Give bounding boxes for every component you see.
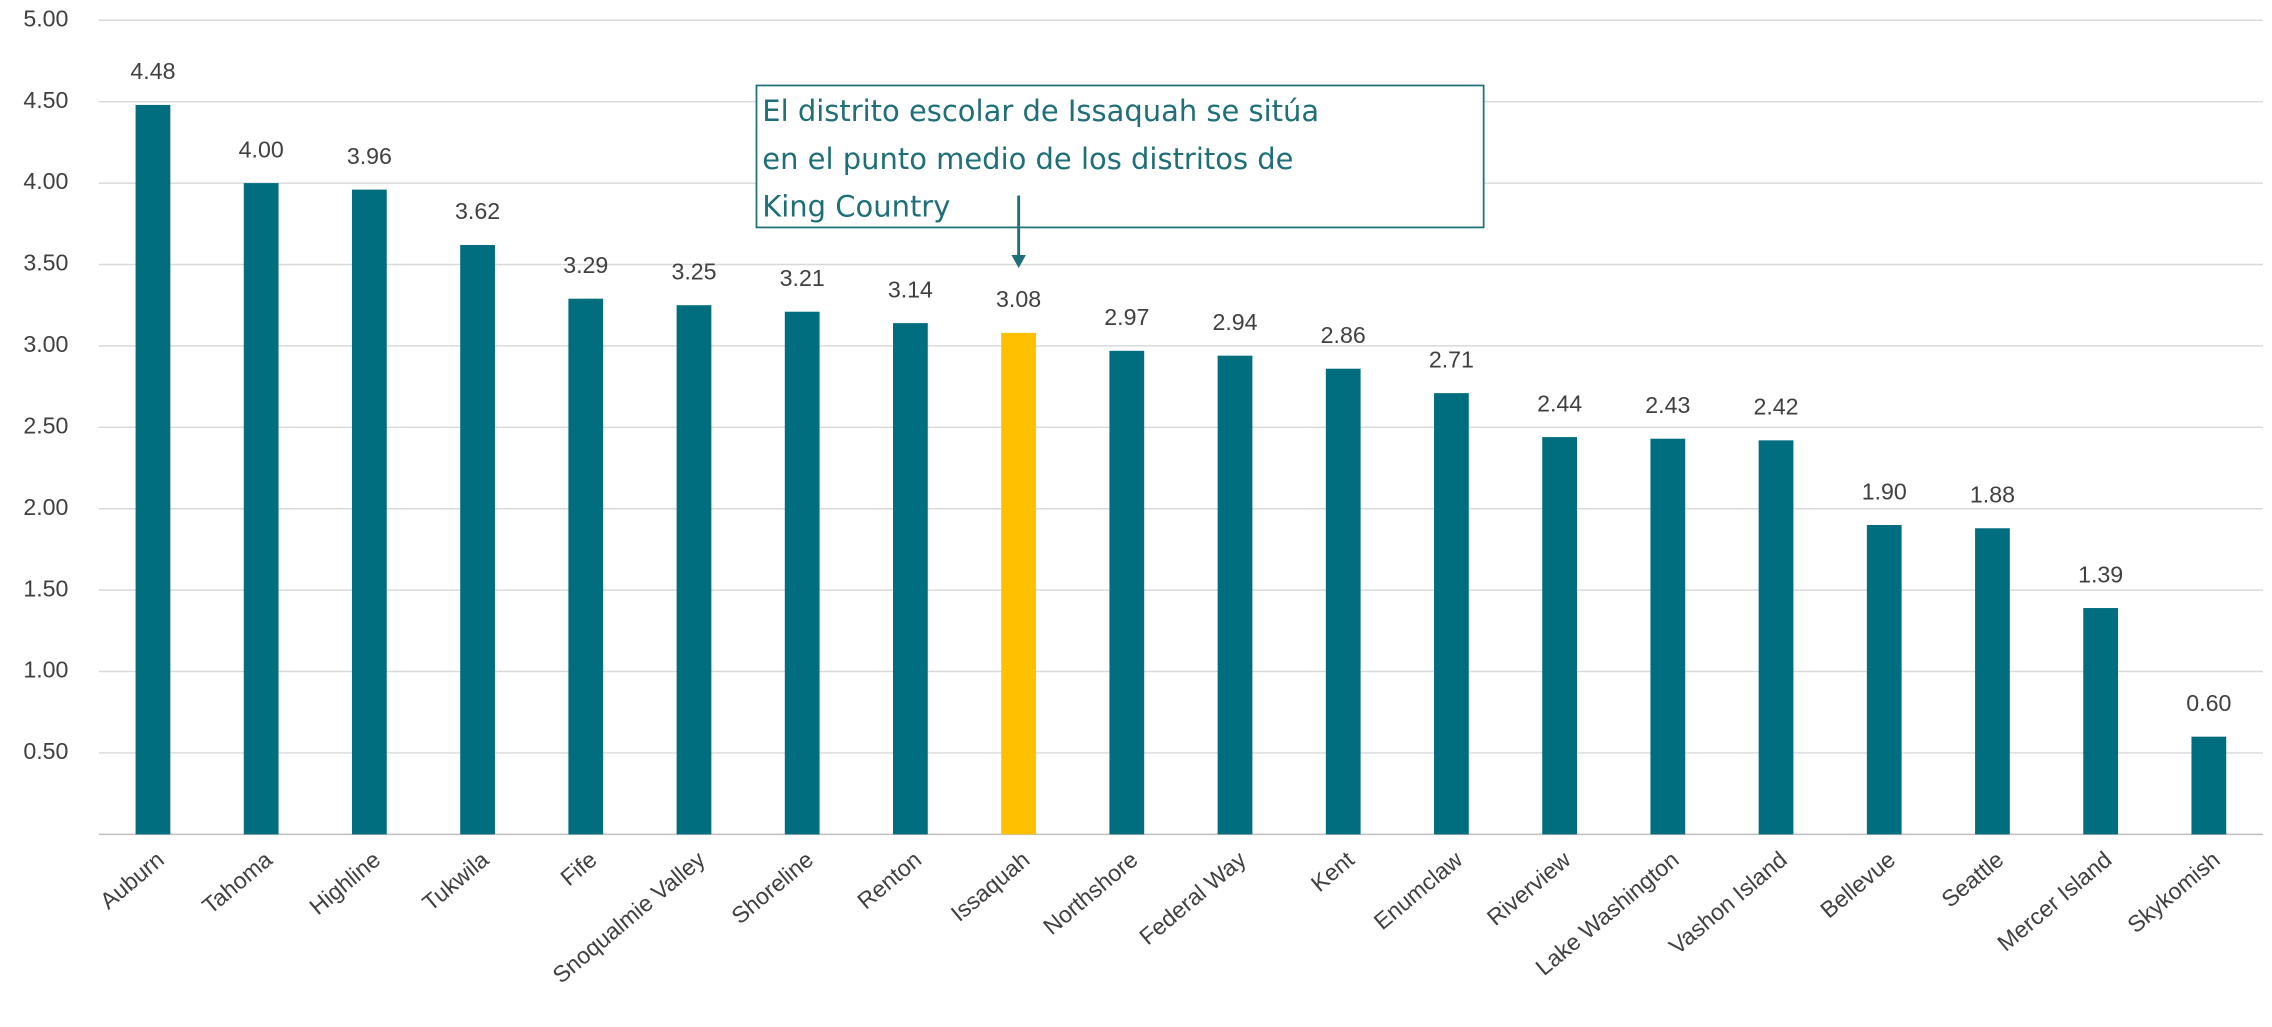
y-tick-label: 1.50 — [23, 575, 68, 601]
arrow-head — [1011, 254, 1026, 268]
x-tick-label: Auburn — [95, 846, 169, 914]
data-label: 2.71 — [1429, 346, 1474, 372]
data-label: 3.96 — [347, 143, 392, 169]
x-tick-label: Tukwila — [417, 846, 493, 916]
bar — [1217, 355, 1253, 835]
y-tick-label: 1.00 — [23, 657, 68, 683]
bar — [135, 104, 171, 835]
bar — [1758, 440, 1794, 835]
x-tick-label: Federal Way — [1134, 846, 1251, 950]
data-label: 3.08 — [996, 286, 1041, 312]
bar — [1975, 528, 2010, 835]
x-tick-label: Mercer Island — [1992, 846, 2116, 956]
data-label: 4.00 — [239, 136, 284, 162]
bar — [1434, 393, 1469, 835]
y-tick-label: 4.50 — [23, 87, 68, 113]
data-label: 3.62 — [455, 198, 500, 224]
x-tick-label: Northshore — [1038, 846, 1142, 940]
data-label: 3.25 — [671, 258, 716, 284]
x-tick-label: Renton — [852, 846, 926, 914]
x-tick-label: Highline — [304, 846, 385, 920]
data-label: 2.97 — [1104, 304, 1149, 330]
x-tick-label: Enumclaw — [1369, 846, 1468, 935]
annotation-box — [755, 84, 1485, 229]
x-tick-label: Fife — [555, 846, 601, 891]
bar — [1109, 350, 1145, 835]
annotation-text: King Country — [762, 190, 950, 224]
bar — [1325, 368, 1361, 835]
y-tick-label: 2.00 — [23, 494, 68, 520]
data-label: 2.86 — [1321, 322, 1366, 348]
x-tick-label: Issaquah — [946, 846, 1035, 926]
x-tick-label: Vashon Island — [1664, 846, 1792, 959]
data-label: 3.21 — [780, 265, 825, 291]
data-label: 1.90 — [1862, 478, 1907, 504]
data-label: 2.43 — [1645, 392, 1690, 418]
data-label: 4.48 — [130, 58, 175, 84]
bar — [676, 305, 712, 835]
y-tick-label: 2.50 — [23, 412, 68, 438]
bar — [1866, 525, 1902, 835]
x-tick-label: Riverview — [1482, 846, 1576, 931]
y-tick-label: 0.50 — [23, 738, 68, 764]
bar — [1650, 438, 1686, 835]
data-label: 2.42 — [1753, 394, 1798, 420]
data-label: 1.88 — [1970, 482, 2015, 508]
annotation-text: El distrito escolar de Issaquah se sitúa — [762, 94, 1319, 128]
x-tick-label: Skykomish — [2122, 846, 2224, 938]
annotation-text: en el punto medio de los distritos de — [762, 142, 1293, 176]
data-label: 3.14 — [888, 276, 933, 302]
bar — [243, 183, 279, 835]
bar — [1542, 437, 1578, 835]
bar — [893, 323, 928, 835]
x-tick-label: Seattle — [1936, 846, 2008, 912]
y-tick-label: 3.00 — [23, 331, 68, 357]
bar — [351, 189, 387, 835]
bar — [568, 298, 604, 835]
y-tick-label: 5.00 — [23, 5, 68, 31]
data-label: 3.29 — [563, 252, 608, 278]
data-label: 1.39 — [2078, 561, 2123, 587]
x-tick-label: Shoreline — [726, 846, 818, 929]
x-tick-label: Kent — [1306, 846, 1360, 897]
data-label: 2.44 — [1537, 390, 1582, 416]
data-label: 2.94 — [1212, 309, 1257, 335]
bar — [2191, 736, 2227, 835]
y-tick-label: 4.00 — [23, 168, 68, 194]
data-label: 0.60 — [2186, 690, 2231, 716]
y-tick-label: 3.50 — [23, 250, 68, 276]
bar — [460, 244, 495, 835]
x-tick-label: Bellevue — [1815, 846, 1900, 923]
bar — [2083, 608, 2119, 835]
bar — [1001, 332, 1036, 835]
bar — [784, 311, 820, 835]
x-tick-label: Tahoma — [197, 846, 277, 919]
